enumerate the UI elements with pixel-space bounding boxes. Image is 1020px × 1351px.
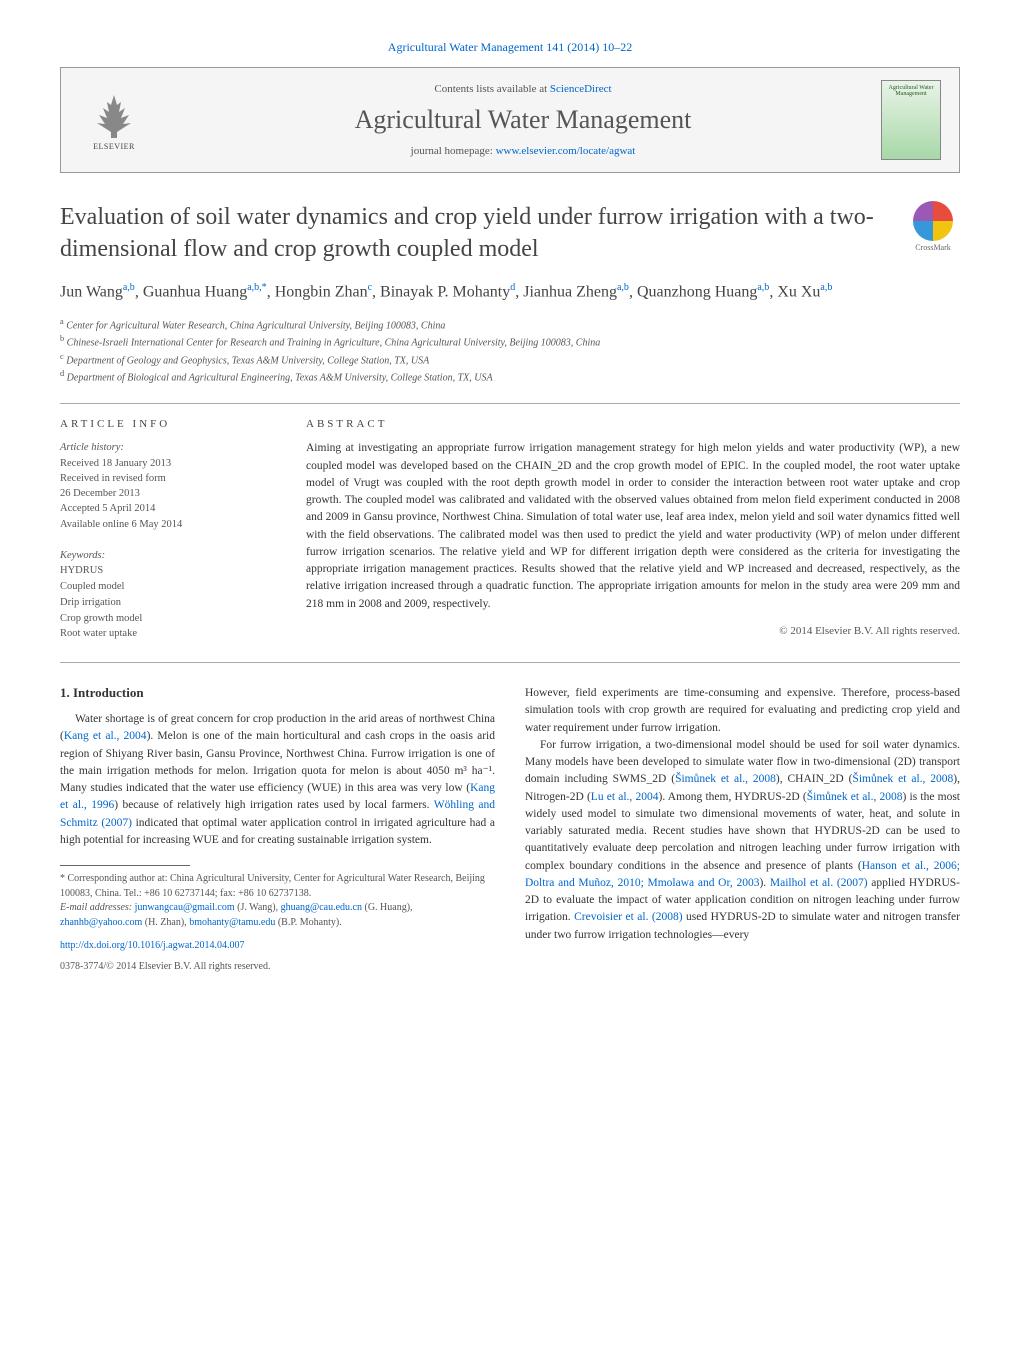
crossmark-label: CrossMark <box>915 243 951 252</box>
title-row: Evaluation of soil water dynamics and cr… <box>60 201 960 266</box>
issn-line: 0378-3774/© 2014 Elsevier B.V. All right… <box>60 961 495 972</box>
footnote-divider <box>60 865 190 866</box>
abstract-label: ABSTRACT <box>306 418 960 430</box>
journal-homepage: journal homepage: www.elsevier.com/locat… <box>165 145 881 157</box>
cover-caption: Agricultural Water Management <box>886 85 936 97</box>
body-paragraph: However, field experiments are time-cons… <box>525 685 960 737</box>
keywords-block: Keywords: HYDRUSCoupled modelDrip irriga… <box>60 548 270 643</box>
keywords-label: Keywords: <box>60 548 270 564</box>
article-info-label: ARTICLE INFO <box>60 418 270 430</box>
affiliations: a Center for Agricultural Water Research… <box>60 316 960 385</box>
abstract-text: Aiming at investigating an appropriate f… <box>306 440 960 613</box>
homepage-prefix: journal homepage: <box>411 145 496 157</box>
sciencedirect-link[interactable]: ScienceDirect <box>550 83 612 95</box>
history-lines: Received 18 January 2013Received in revi… <box>60 456 270 532</box>
affiliation-line: b Chinese-Israeli International Center f… <box>60 333 960 350</box>
publisher-logo: ELSEVIER <box>79 85 149 155</box>
elsevier-tree-icon <box>89 90 139 140</box>
body-col2: However, field experiments are time-cons… <box>525 685 960 944</box>
history-label: Article history: <box>60 440 270 455</box>
journal-header: ELSEVIER Contents lists available at Sci… <box>60 67 960 173</box>
section-1-heading: 1. Introduction <box>60 685 495 701</box>
corresponding-author: * Corresponding author at: China Agricul… <box>60 872 495 901</box>
divider-bottom <box>60 662 960 663</box>
article-info: ARTICLE INFO Article history: Received 1… <box>60 418 270 642</box>
keywords-lines: HYDRUSCoupled modelDrip irrigationCrop g… <box>60 563 270 642</box>
doi-link[interactable]: http://dx.doi.org/10.1016/j.agwat.2014.0… <box>60 940 245 951</box>
column-left: 1. Introduction Water shortage is of gre… <box>60 685 495 972</box>
body-columns: 1. Introduction Water shortage is of gre… <box>60 685 960 972</box>
publisher-name: ELSEVIER <box>93 142 135 151</box>
footnotes: * Corresponding author at: China Agricul… <box>60 872 495 930</box>
homepage-link[interactable]: www.elsevier.com/locate/agwat <box>496 145 636 157</box>
affiliation-line: a Center for Agricultural Water Research… <box>60 316 960 333</box>
contents-available: Contents lists available at ScienceDirec… <box>165 83 881 95</box>
body-paragraph: For furrow irrigation, a two-dimensional… <box>525 737 960 944</box>
journal-cover-thumbnail: Agricultural Water Management <box>881 80 941 160</box>
email-addresses: E-mail addresses: junwangcau@gmail.com (… <box>60 901 495 930</box>
article-meta-row: ARTICLE INFO Article history: Received 1… <box>60 418 960 642</box>
journal-citation: Agricultural Water Management 141 (2014)… <box>60 40 960 55</box>
column-right: However, field experiments are time-cons… <box>525 685 960 972</box>
journal-name: Agricultural Water Management <box>165 105 881 135</box>
doi-line: http://dx.doi.org/10.1016/j.agwat.2014.0… <box>60 940 495 951</box>
body-paragraph: Water shortage is of great concern for c… <box>60 711 495 849</box>
crossmark-badge[interactable]: CrossMark <box>906 201 960 255</box>
abstract-copyright: © 2014 Elsevier B.V. All rights reserved… <box>306 625 960 637</box>
article-history: Article history: Received 18 January 201… <box>60 440 270 531</box>
article-title: Evaluation of soil water dynamics and cr… <box>60 201 906 266</box>
contents-prefix: Contents lists available at <box>434 83 549 95</box>
affiliation-line: c Department of Geology and Geophysics, … <box>60 351 960 368</box>
body-col1: Water shortage is of great concern for c… <box>60 711 495 849</box>
author-list: Jun Wanga,b, Guanhua Huanga,b,*, Hongbin… <box>60 280 960 304</box>
abstract-block: ABSTRACT Aiming at investigating an appr… <box>306 418 960 642</box>
affiliation-line: d Department of Biological and Agricultu… <box>60 368 960 385</box>
crossmark-icon <box>913 201 953 241</box>
header-center: Contents lists available at ScienceDirec… <box>165 83 881 157</box>
emails-label: E-mail addresses: <box>60 902 135 913</box>
divider-top <box>60 403 960 404</box>
